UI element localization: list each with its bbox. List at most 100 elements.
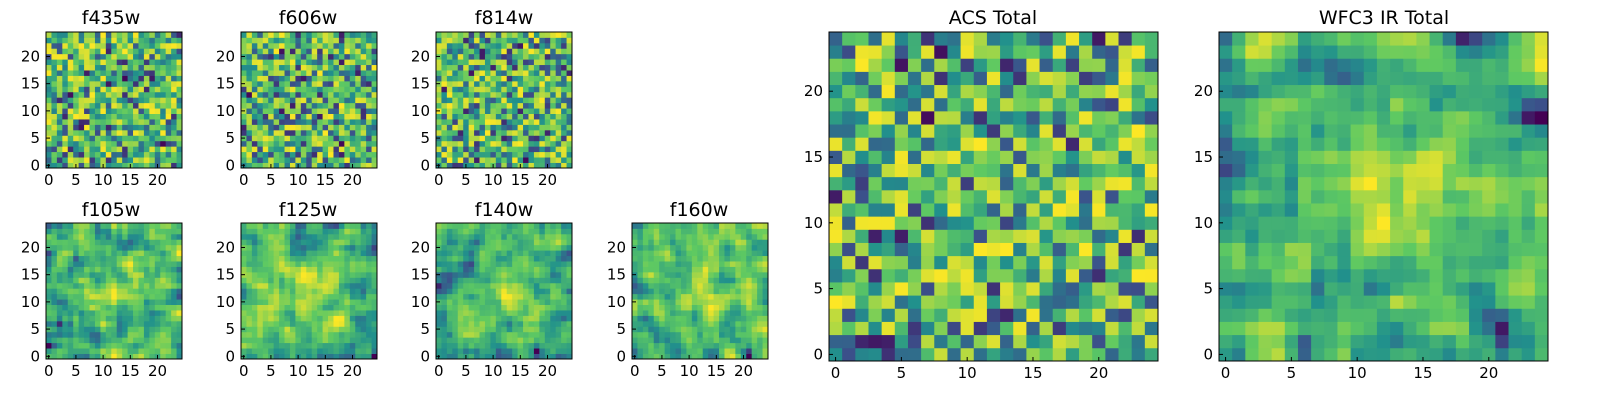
heatmap-cell: [484, 255, 491, 262]
heatmap-cell: [561, 91, 567, 98]
heatmap-cell: [116, 261, 123, 267]
heatmap-cell: [474, 91, 480, 98]
heatmap-cell: [105, 108, 112, 114]
heatmap-cell: [523, 250, 529, 257]
heatmap-cell: [561, 64, 567, 71]
heatmap-cell: [436, 250, 442, 257]
heatmap-cell: [555, 320, 562, 327]
heatmap-cell: [154, 135, 161, 142]
heatmap-cell: [306, 320, 313, 327]
heatmap-cell: [446, 108, 453, 114]
heatmap-cell: [262, 271, 269, 278]
heatmap-cell: [973, 203, 988, 217]
heatmap-cell: [517, 315, 524, 322]
heatmap-cell: [894, 189, 909, 204]
heatmap-cell: [1065, 229, 1080, 243]
heatmap-cell: [468, 353, 475, 360]
heatmap-cell: [89, 266, 96, 273]
heatmap-cell: [262, 255, 269, 262]
heatmap-cell: [762, 239, 769, 246]
heatmap-cell: [100, 266, 107, 273]
heatmap-cell: [51, 304, 58, 311]
heatmap-cell: [311, 282, 318, 289]
heatmap-cell: [349, 228, 356, 235]
heatmap-cell: [960, 295, 975, 309]
heatmap-cell: [697, 261, 704, 267]
heatmap-cell: [111, 326, 118, 333]
heatmap-cell: [523, 97, 529, 104]
heatmap-cell: [84, 135, 90, 142]
heatmap-cell: [762, 228, 769, 235]
heatmap-cell: [160, 261, 167, 267]
heatmap-cell: [246, 326, 253, 333]
heatmap-cell: [490, 348, 497, 354]
heatmap-cell: [171, 97, 177, 104]
heatmap-cell: [512, 282, 518, 289]
heatmap-cell: [506, 151, 513, 158]
heatmap-cell: [637, 299, 644, 305]
heatmap-cell: [284, 233, 291, 240]
heatmap-cell: [246, 331, 253, 338]
heatmap-cell: [133, 353, 139, 360]
heatmap-cell: [322, 32, 329, 38]
heatmap-cell: [501, 288, 508, 295]
heatmap-cell: [328, 146, 334, 153]
heatmap-cell: [1118, 216, 1133, 230]
heatmap-cell: [664, 353, 671, 360]
heatmap-cell: [257, 244, 264, 251]
heatmap-cell: [105, 151, 112, 158]
heatmap-cell: [105, 140, 112, 147]
heatmap-cell: [355, 86, 362, 93]
heatmap-cell: [338, 255, 345, 262]
heatmap-cell: [1000, 321, 1014, 336]
heatmap-cell: [100, 53, 107, 60]
heatmap-cell: [160, 223, 167, 229]
x-tick-label: 15: [316, 171, 335, 189]
heatmap-cell: [868, 150, 883, 164]
heatmap-cell: [154, 119, 161, 125]
heatmap-cell: [262, 315, 269, 322]
heatmap-cell: [366, 228, 372, 235]
heatmap-cell: [262, 119, 269, 125]
heatmap-cell: [360, 228, 367, 235]
heatmap-cell: [1026, 334, 1040, 349]
heatmap-cell: [46, 348, 52, 354]
heatmap-cell: [360, 53, 367, 60]
heatmap-cell: [138, 119, 145, 125]
heatmap-cell: [868, 203, 883, 217]
heatmap-cell: [1079, 242, 1093, 257]
heatmap-cell: [724, 320, 731, 327]
heatmap-cell: [268, 293, 275, 300]
heatmap-cell: [171, 108, 177, 114]
heatmap-cell: [702, 315, 709, 322]
heatmap-cell: [1105, 216, 1119, 230]
heatmap-cell: [300, 162, 307, 169]
heatmap-cell: [517, 288, 524, 295]
heatmap-cell: [300, 119, 307, 125]
heatmap-cell: [1065, 255, 1080, 270]
heatmap-cell: [648, 244, 655, 251]
heatmap-cell: [446, 282, 453, 289]
heatmap-cell: [724, 266, 731, 273]
heatmap-cell: [757, 271, 763, 278]
heatmap-cell: [960, 189, 975, 204]
heatmap-cell: [138, 261, 145, 267]
heatmap-cell: [561, 32, 567, 38]
heatmap-cell: [446, 37, 453, 44]
heatmap-cell: [295, 348, 302, 354]
heatmap-cell: [724, 353, 731, 360]
heatmap-cell: [1118, 150, 1133, 164]
heatmap-cell: [122, 113, 128, 120]
heatmap-cell: [637, 337, 644, 344]
heatmap-cell: [273, 331, 280, 338]
heatmap-cell: [143, 151, 150, 158]
heatmap-cell: [762, 223, 769, 229]
heatmap-cell: [241, 250, 247, 257]
heatmap-cell: [349, 75, 356, 82]
heatmap-cell: [105, 53, 112, 60]
heatmap-cell: [512, 250, 518, 257]
heatmap-cell: [366, 102, 372, 109]
heatmap-cell: [251, 32, 258, 38]
heatmap-cell: [1013, 163, 1027, 178]
heatmap-cell: [317, 277, 323, 284]
